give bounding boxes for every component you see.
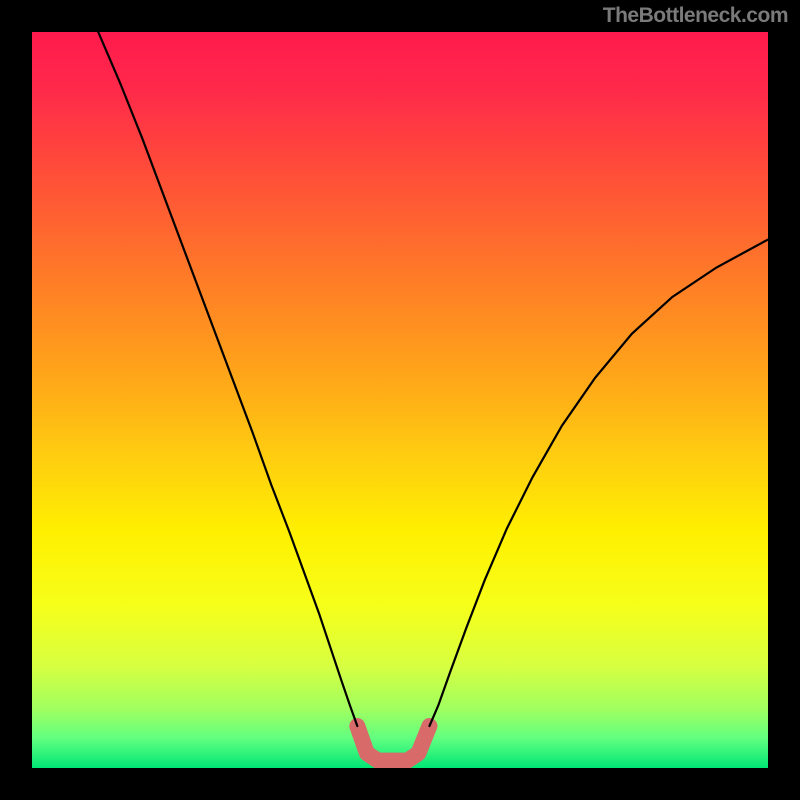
plot-area [32, 32, 768, 768]
watermark-text: TheBottleneck.com [603, 4, 788, 28]
plot-svg [32, 32, 768, 768]
chart-container: TheBottleneck.com [0, 0, 800, 800]
gradient-background [32, 32, 768, 768]
